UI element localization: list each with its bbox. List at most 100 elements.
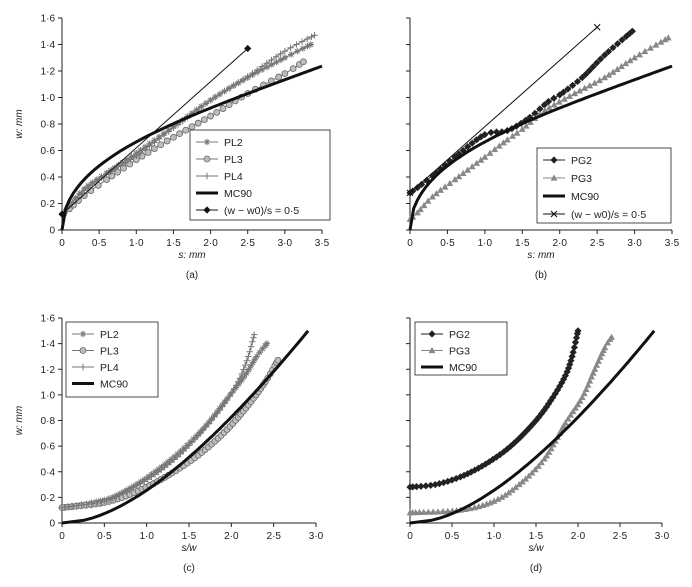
data-point: [98, 174, 105, 181]
data-point: [601, 343, 609, 351]
data-point: [528, 469, 536, 476]
data-point: [559, 88, 568, 96]
data-point: [494, 495, 502, 502]
data-point: [540, 101, 549, 109]
data-point: [652, 41, 660, 48]
data-point: [564, 415, 572, 422]
data-point: [589, 63, 597, 71]
data-point: [137, 149, 144, 156]
data-point: [141, 478, 148, 485]
data-point: [613, 65, 621, 72]
data-point: [455, 173, 463, 180]
data-point: [89, 180, 96, 188]
data-point: [230, 81, 237, 89]
data-point: [200, 426, 207, 434]
y-tick-label: 0·2: [41, 493, 56, 504]
data-point: [471, 466, 479, 474]
data-point: [572, 404, 579, 411]
data-point: [138, 152, 146, 160]
x-tick-label: 0: [59, 238, 65, 249]
data-point: [253, 66, 261, 74]
data-point: [249, 69, 256, 77]
data-point: [116, 491, 123, 499]
data-point: [486, 149, 494, 156]
data-point: [618, 62, 625, 70]
data-point: [299, 45, 307, 52]
data-point: [304, 42, 311, 50]
data-point: [417, 482, 425, 490]
data-point: [188, 123, 196, 131]
data-point: [239, 76, 247, 83]
data-point: [489, 455, 497, 464]
data-point: [58, 210, 66, 218]
data-point: [537, 410, 546, 418]
legend-marker: [203, 172, 211, 180]
data-point: [605, 71, 613, 78]
y-axis-label: w: mm: [14, 109, 25, 138]
data-point: [534, 462, 542, 469]
data-point: [481, 131, 489, 139]
data-point: [177, 450, 184, 458]
series-pl4: [58, 331, 258, 511]
x-tick-label: 1·5: [529, 531, 544, 542]
data-point: [586, 377, 594, 384]
legend-label: (w − w0)/s = 0·5: [224, 205, 299, 217]
data-point: [562, 419, 569, 426]
x-tick-label: 1·5: [182, 531, 197, 542]
legend-marker: [79, 330, 87, 338]
series-mc90: [408, 64, 673, 231]
data-point: [553, 386, 562, 394]
data-point: [473, 159, 481, 166]
y-tick-label: 1·2: [41, 67, 56, 78]
data-point: [148, 473, 155, 481]
data-point: [518, 125, 526, 132]
legend-label: (w − w0)/s = 0·5: [571, 209, 646, 221]
data-point: [294, 48, 301, 55]
legend-label: MC90: [224, 188, 252, 200]
data-point: [167, 458, 175, 466]
legend: PL2 PL3 PL4 MC90 (w − w0)/s = 0·5: [189, 129, 331, 221]
data-point: [545, 104, 553, 111]
data-point: [473, 136, 481, 144]
legend-label: PL2: [100, 329, 119, 341]
data-point: [240, 366, 247, 373]
data-point: [123, 488, 130, 495]
series-line: [61, 329, 310, 525]
legend: PL2 PL3 PL4 MC90: [65, 321, 159, 398]
data-point: [205, 420, 213, 427]
data-point: [526, 118, 534, 125]
data-point: [250, 334, 257, 341]
data-point: [170, 124, 177, 132]
data-point: [207, 112, 214, 120]
data-point: [123, 156, 131, 163]
data-point: [418, 180, 426, 188]
data-point: [439, 508, 447, 515]
data-point: [588, 373, 595, 380]
data-point: [108, 172, 116, 180]
data-point: [160, 131, 168, 139]
data-point: [622, 59, 630, 67]
data-point: [595, 357, 602, 364]
data-point: [146, 142, 153, 150]
data-point: [574, 327, 582, 335]
data-point: [213, 108, 221, 116]
x-tick-label: 2·5: [266, 531, 281, 542]
legend-label: PG2: [449, 329, 470, 341]
legend-label: MC90: [449, 362, 477, 374]
series--w-w0-s-0-5: [406, 23, 601, 197]
data-point: [596, 353, 604, 360]
x-tick-label: 2·5: [613, 531, 628, 542]
data-point: [578, 74, 586, 82]
data-point: [636, 51, 643, 58]
data-point: [555, 98, 563, 105]
x-tick-label: 3·5: [315, 238, 330, 249]
panel-label: (a): [186, 270, 198, 281]
data-point: [183, 445, 190, 452]
data-point: [244, 73, 251, 80]
data-point: [429, 508, 437, 515]
data-point: [170, 456, 178, 463]
data-point: [498, 493, 506, 500]
data-point: [119, 490, 127, 497]
data-point: [245, 353, 252, 360]
data-point: [272, 53, 280, 60]
